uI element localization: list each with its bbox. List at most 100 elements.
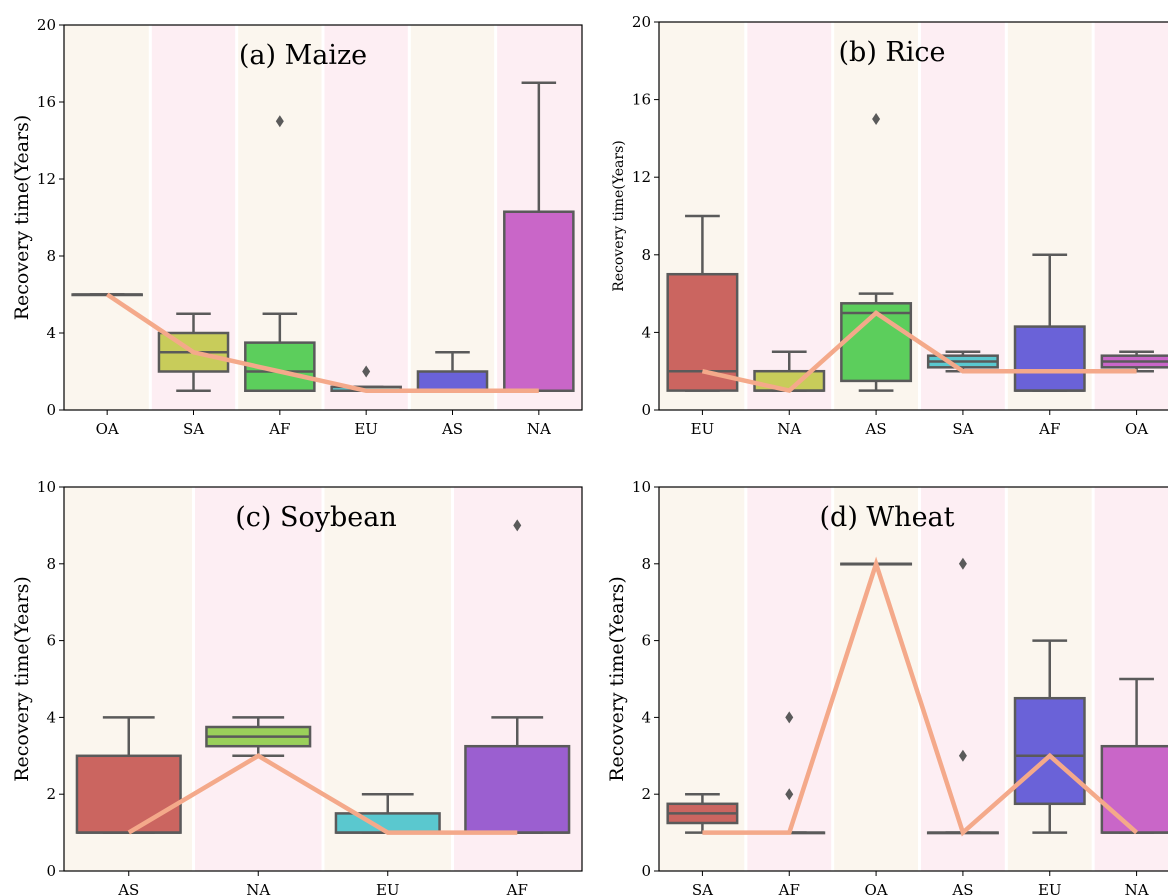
x-tick-label: NA bbox=[527, 420, 551, 438]
x-tick-label: AS bbox=[951, 881, 973, 895]
outlier-point bbox=[958, 557, 967, 570]
plot-area bbox=[64, 487, 582, 871]
x-tick-label: EU bbox=[376, 881, 400, 895]
box-iqr bbox=[334, 812, 441, 834]
y-axis-label: Recovery time(Years) bbox=[606, 576, 628, 782]
y-tick-label: 12 bbox=[632, 168, 651, 186]
x-tick-label: OA bbox=[96, 420, 119, 438]
y-axis-label: Recovery time(Years) bbox=[11, 576, 33, 782]
box-SA bbox=[666, 792, 739, 834]
x-tick-label: AF bbox=[778, 881, 800, 895]
y-tick-label: 8 bbox=[46, 247, 56, 265]
trend-line bbox=[701, 310, 1137, 394]
y-tick-label: 16 bbox=[632, 91, 651, 109]
category-band bbox=[193, 487, 323, 871]
y-axis-label: Recovery time(Years) bbox=[611, 140, 627, 291]
box-iqr bbox=[1013, 325, 1086, 392]
y-tick-label: 8 bbox=[46, 555, 56, 573]
y-tick-label: 0 bbox=[46, 862, 56, 880]
y-tick-label: 4 bbox=[46, 708, 56, 726]
category-band bbox=[919, 487, 1007, 871]
plot-frame bbox=[658, 486, 1168, 872]
chart-panel-2: 0 4 8 12 16 20 EU NA AS SA AF OA Recovery time(Years… bbox=[611, 13, 1168, 438]
box-iqr bbox=[416, 370, 489, 392]
outlier-point bbox=[785, 788, 794, 801]
box-EU bbox=[1013, 639, 1086, 834]
y-tick-label: 2 bbox=[641, 785, 651, 803]
y-tick-label: 10 bbox=[632, 478, 651, 496]
x-tick-label: NA bbox=[777, 420, 801, 438]
x-tick-label: AS bbox=[441, 420, 463, 438]
panel-title: (a) Maize bbox=[239, 40, 367, 71]
box-AS bbox=[75, 716, 182, 834]
box-AF bbox=[1013, 253, 1086, 392]
category-band bbox=[1093, 22, 1168, 410]
y-tick-label: 16 bbox=[37, 93, 56, 111]
trend-line bbox=[105, 292, 539, 394]
y-tick-label: 12 bbox=[37, 170, 56, 188]
box-NA bbox=[503, 81, 575, 392]
x-tick-label: AF bbox=[506, 881, 528, 895]
box-OA bbox=[1100, 350, 1168, 373]
chart-panel-3: 0 2 4 6 8 10 AS NA EU AF Recovery time(Years) (c) S… bbox=[11, 478, 583, 895]
chart-panel-1: 0 4 8 12 16 20 OA SA AF EU AS NA Recovery time(Years… bbox=[11, 16, 583, 438]
box-iqr bbox=[1100, 744, 1168, 834]
outlier-point bbox=[275, 115, 284, 128]
category-band bbox=[64, 25, 151, 410]
x-tick-label: AS bbox=[865, 420, 887, 438]
trend-line bbox=[127, 753, 518, 835]
outlier-point bbox=[872, 113, 881, 125]
y-tick-label: 20 bbox=[37, 16, 56, 34]
y-tick-label: 8 bbox=[641, 246, 651, 264]
x-tick-label: AF bbox=[268, 420, 290, 438]
plot-area bbox=[659, 487, 1168, 871]
box-iqr bbox=[464, 744, 571, 834]
outlier-point bbox=[513, 519, 522, 532]
x-tick-label: EU bbox=[354, 420, 378, 438]
y-tick-label: 6 bbox=[641, 632, 651, 650]
x-tick-label: NA bbox=[1125, 881, 1149, 895]
outlier-point bbox=[958, 749, 967, 762]
x-tick-label: AS bbox=[117, 881, 139, 895]
x-tick-label: NA bbox=[246, 881, 270, 895]
category-band bbox=[323, 25, 410, 410]
y-axis-label: Recovery time(Years) bbox=[11, 115, 33, 321]
y-tick-label: 10 bbox=[37, 478, 56, 496]
x-tick-label: EU bbox=[1038, 881, 1062, 895]
plot-area bbox=[64, 25, 582, 410]
category-band bbox=[745, 487, 833, 871]
plot-frame bbox=[63, 24, 583, 411]
box-iqr bbox=[503, 210, 575, 392]
category-band bbox=[409, 25, 496, 410]
x-tick-label: AF bbox=[1038, 420, 1060, 438]
box-NA bbox=[1100, 677, 1168, 834]
category-band bbox=[919, 22, 1007, 410]
plot-area bbox=[659, 22, 1168, 410]
plot-frame bbox=[63, 486, 583, 872]
panel-title: (b) Rice bbox=[839, 37, 946, 68]
chart-panel-4: 0 2 4 6 8 10 SA AF OA AS EU NA Recovery time(Years) (… bbox=[606, 478, 1168, 895]
category-band bbox=[745, 22, 833, 410]
panel-title: (c) Soybean bbox=[235, 502, 397, 533]
y-tick-label: 4 bbox=[641, 323, 651, 341]
y-tick-label: 2 bbox=[46, 785, 56, 803]
x-tick-label: SA bbox=[183, 420, 204, 438]
x-tick-label: SA bbox=[952, 420, 973, 438]
x-tick-label: OA bbox=[865, 881, 888, 895]
x-tick-label: OA bbox=[1125, 420, 1148, 438]
y-tick-label: 0 bbox=[641, 401, 651, 419]
y-tick-label: 4 bbox=[46, 324, 56, 342]
box-iqr bbox=[75, 754, 182, 834]
y-tick-label: 8 bbox=[641, 555, 651, 573]
plot-frame bbox=[658, 21, 1168, 411]
y-tick-label: 0 bbox=[46, 401, 56, 419]
trend-line bbox=[702, 556, 1139, 837]
x-tick-label: SA bbox=[692, 881, 713, 895]
y-tick-label: 6 bbox=[46, 632, 56, 650]
panel-title: (d) Wheat bbox=[820, 502, 955, 533]
y-tick-label: 4 bbox=[641, 708, 651, 726]
category-band bbox=[832, 487, 920, 871]
outlier-point bbox=[362, 365, 371, 378]
y-tick-label: 20 bbox=[632, 13, 651, 31]
